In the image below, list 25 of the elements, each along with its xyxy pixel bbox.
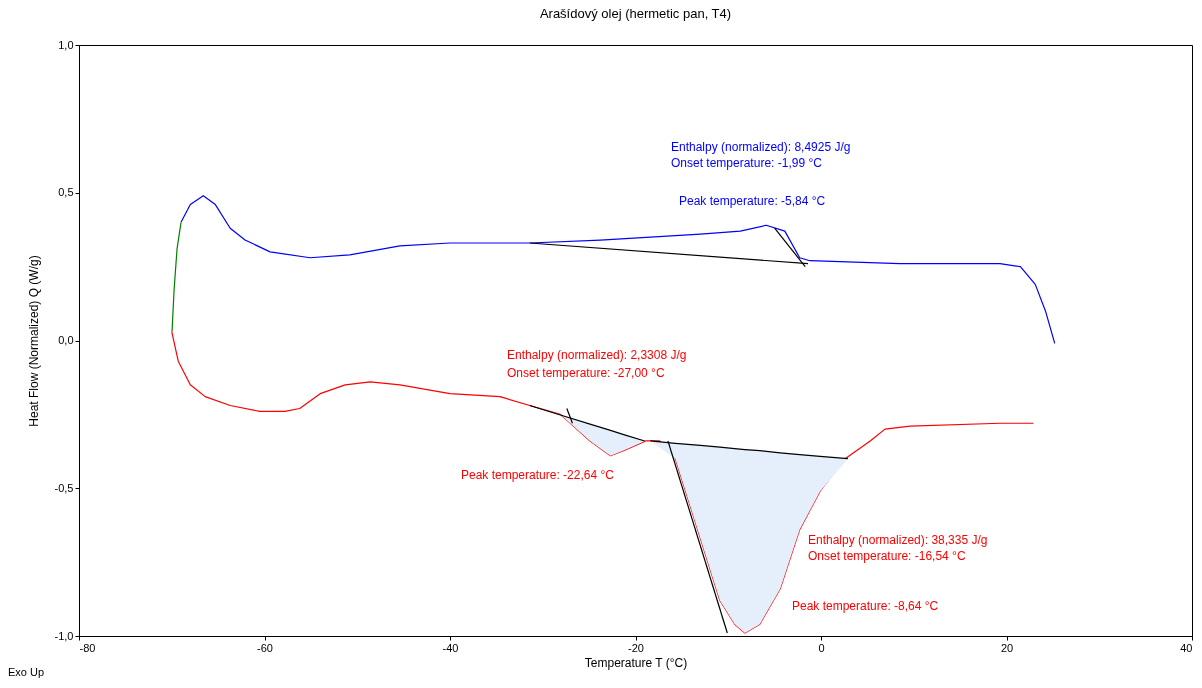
x-tick-label: 0 [818,641,825,654]
annotation: Enthalpy (normalized): 8,4925 J/g [671,140,851,154]
x-tick-label: -20 [628,641,644,654]
annotation: Onset temperature: -27,00 °C [507,366,665,380]
annotation: Peak temperature: -22,64 °C [461,468,615,482]
x-tick-label: -60 [257,641,273,654]
x-axis-title: Temperature T (°C) [584,655,688,670]
x-tick-label: 20 [1000,641,1014,654]
annotation: Peak temperature: -8,64 °C [792,599,939,613]
text: Exo Up [8,666,45,678]
annotation: Peak temperature: -5,84 °C [679,194,826,208]
x-tick-label: -40 [442,641,459,654]
annotation: Onset temperature: -1,99 °C [671,156,823,170]
x-tick-label: 40 [1180,641,1193,654]
y-axis-title: Heat Flow (Normalized) Q (W/g) [26,255,41,427]
annotation: Enthalpy (normalized): 38,335 J/g [808,533,988,547]
y-tick-label: -0,5 [54,481,74,494]
y-tick-label: -1,0 [54,629,74,642]
y-tick-label: 0,0 [58,334,74,346]
y-tick-label: 0,5 [58,186,74,199]
annotation: Enthalpy (normalized): 2,3308 J/g [507,348,687,362]
annotation: Onset temperature: -16,54 °C [808,549,966,563]
y-tick-label: 1,0 [58,38,74,51]
chart-title: Arašídový olej (hermetic pan, T4) [539,6,732,21]
x-tick-label: -80 [79,641,96,654]
